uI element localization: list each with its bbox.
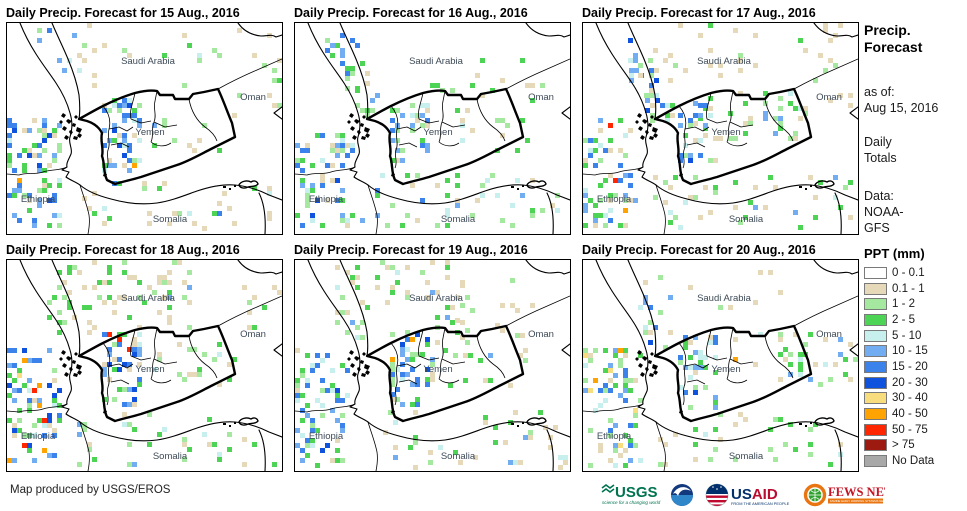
legend-label: 50 - 75 <box>892 423 928 436</box>
noaa-logo <box>671 484 693 506</box>
fewsnet-wordmark: FEWS NET <box>828 485 885 499</box>
legend-item: 1 - 2 <box>864 296 934 312</box>
panel-title: Daily Precip. Forecast for 20 Aug., 2016 <box>582 243 816 257</box>
usgs-logo: USGS science for a changing world <box>601 484 661 505</box>
sidebar-title-line2: Forecast <box>864 39 923 55</box>
legend-swatch <box>864 345 887 358</box>
legend-item: 15 - 20 <box>864 359 934 375</box>
panel-title: Daily Precip. Forecast for 16 Aug., 2016 <box>294 6 528 20</box>
precip-cells <box>583 23 853 230</box>
legend-swatch <box>864 360 887 373</box>
legend-items: 0 - 0.1 0.1 - 1 1 - 2 2 - 5 5 - 10 10 - 15 15 … <box>864 265 934 469</box>
legend-label: 1 - 2 <box>892 298 916 311</box>
legend-label: 15 - 20 <box>892 360 928 373</box>
legend-item: 20 - 30 <box>864 375 934 391</box>
legend-swatch <box>864 392 887 405</box>
panel-title: Daily Precip. Forecast for 18 Aug., 2016 <box>6 243 240 257</box>
fewsnet-tagline: FAMINE EARLY WARNING SYSTEMS NETWORK <box>830 499 885 503</box>
forecast-panel-18-aug: Daily Precip. Forecast for 18 Aug., 2016 <box>6 241 283 472</box>
legend-item: 5 - 10 <box>864 328 934 344</box>
forecast-panel-15-aug: Daily Precip. Forecast for 15 Aug., 2016 <box>6 4 283 235</box>
usaid-wordmark: USAID <box>731 486 778 503</box>
legend-label: 0.1 - 1 <box>892 282 925 295</box>
panel-title: Daily Precip. Forecast for 17 Aug., 2016 <box>582 6 816 20</box>
panel-title: Daily Precip. Forecast for 15 Aug., 2016 <box>6 6 240 20</box>
usgs-wordmark: USGS <box>615 484 658 501</box>
agency-logos: USGS science for a changing world USAID … <box>601 482 885 509</box>
forecast-panel-17-aug: Daily Precip. Forecast for 17 Aug., 2016 <box>582 4 859 235</box>
forecast-panel-19-aug: Daily Precip. Forecast for 19 Aug., 2016 <box>294 241 571 472</box>
data-source-block: Data: NOAA- GFS <box>864 188 904 236</box>
legend-swatch <box>864 423 887 436</box>
legend-label: No Data <box>892 455 935 468</box>
legend-swatch <box>864 313 887 326</box>
legend-label: > 75 <box>892 439 915 452</box>
legend-label: 10 - 15 <box>892 345 928 358</box>
fewsnet-logo: FEWS NET FAMINE EARLY WARNING SYSTEMS NE… <box>803 483 885 507</box>
legend-item: 10 - 15 <box>864 343 934 359</box>
legend-label: 30 - 40 <box>892 392 928 405</box>
legend-label: 40 - 50 <box>892 408 928 421</box>
legend-label: 0 - 0.1 <box>892 266 925 279</box>
legend-swatch <box>864 455 887 468</box>
precip-legend: PPT (mm) 0 - 0.1 0.1 - 1 1 - 2 2 - 5 5 - 10 1… <box>864 246 934 469</box>
totals-line1: Daily <box>864 135 892 149</box>
legend-label: 5 - 10 <box>892 329 922 342</box>
map-credit: Map produced by USGS/EROS <box>10 484 171 496</box>
legend-swatch <box>864 439 887 452</box>
legend-item: 0.1 - 1 <box>864 281 934 297</box>
as-of-block: as of: Aug 15, 2016 <box>864 84 938 116</box>
forecast-panel-20-aug: Daily Precip. Forecast for 20 Aug., 2016 <box>582 241 859 472</box>
totals-line2: Totals <box>864 151 897 165</box>
forecast-map-17-aug <box>582 22 859 235</box>
precip-cells <box>295 33 560 228</box>
sidebar-title: Precip. Forecast <box>864 22 922 56</box>
usaid-tagline: FROM THE AMERICAN PEOPLE <box>731 501 790 506</box>
legend-label: 2 - 5 <box>892 313 916 326</box>
forecast-map-15-aug <box>6 22 283 235</box>
data-source-line2: GFS <box>864 221 890 235</box>
usgs-tagline: science for a changing world <box>602 500 661 505</box>
legend-item: > 75 <box>864 438 934 454</box>
forecast-map-16-aug <box>294 22 571 235</box>
legend-item: 30 - 40 <box>864 391 934 407</box>
legend-swatch <box>864 282 887 295</box>
sidebar-title-line1: Precip. <box>864 22 911 38</box>
precip-cells <box>295 260 568 470</box>
legend-swatch <box>864 298 887 311</box>
legend-item: 0 - 0.1 <box>864 265 934 281</box>
legend-item: 50 - 75 <box>864 422 934 438</box>
legend-title: PPT (mm) <box>864 246 925 261</box>
precip-cells <box>583 270 858 468</box>
forecast-panel-16-aug: Daily Precip. Forecast for 16 Aug., 2016 <box>294 4 571 235</box>
legend-swatch <box>864 266 887 279</box>
as-of-date: Aug 15, 2016 <box>864 101 939 115</box>
legend-swatch <box>864 376 887 389</box>
legend-item: No Data <box>864 453 934 469</box>
as-of-label: as of: <box>864 85 895 99</box>
legend-label: 20 - 30 <box>892 376 928 389</box>
panel-title: Daily Precip. Forecast for 19 Aug., 2016 <box>294 243 528 257</box>
legend-item: 2 - 5 <box>864 312 934 328</box>
data-source-line1: NOAA- <box>864 205 904 219</box>
forecast-map-18-aug <box>6 259 283 472</box>
forecast-map-20-aug <box>582 259 859 472</box>
legend-swatch <box>864 408 887 421</box>
legend-item: 40 - 50 <box>864 406 934 422</box>
forecast-map-19-aug <box>294 259 571 472</box>
totals-block: Daily Totals <box>864 134 897 166</box>
data-source-label: Data: <box>864 189 894 203</box>
usaid-logo: USAID FROM THE AMERICAN PEOPLE <box>705 483 790 507</box>
legend-swatch <box>864 329 887 342</box>
